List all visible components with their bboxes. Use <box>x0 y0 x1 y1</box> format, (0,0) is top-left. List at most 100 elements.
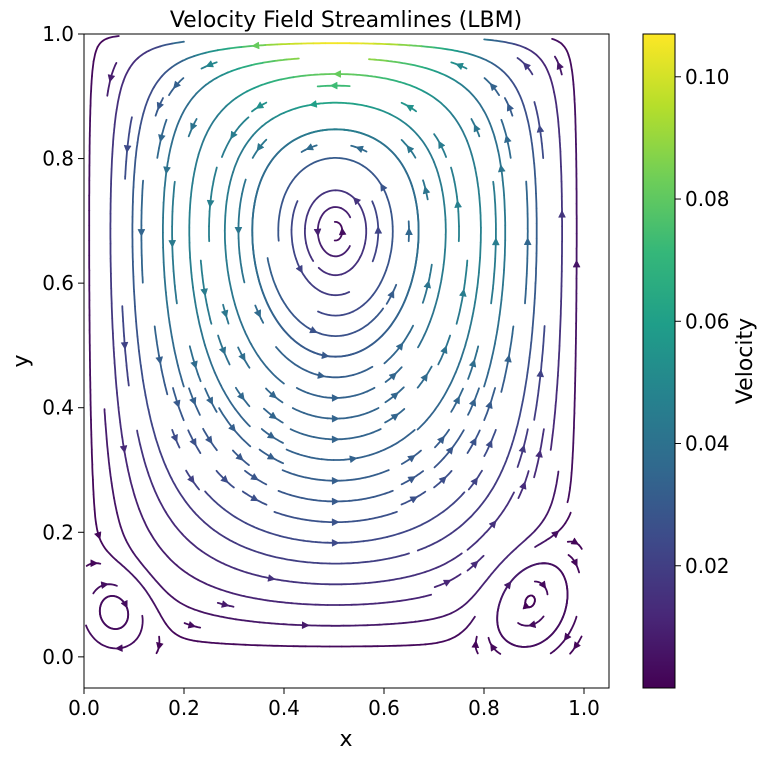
streamline-arrow <box>374 225 383 234</box>
streamline-segment <box>218 407 228 421</box>
streamline-segment <box>266 599 281 603</box>
streamline-segment <box>372 282 382 296</box>
streamline-segment <box>254 261 259 278</box>
streamline-segment <box>412 429 416 433</box>
streamline-segment <box>230 289 236 306</box>
streamline-segment <box>238 317 246 333</box>
streamline-segment <box>434 396 444 411</box>
streamline-arrow <box>438 140 446 150</box>
streamline-segment <box>225 259 230 277</box>
streamline-segment <box>157 582 169 595</box>
streamline-segment <box>372 492 386 498</box>
streamline-segment <box>107 452 111 470</box>
streamline-segment <box>243 439 252 448</box>
streamline-segment <box>556 470 560 480</box>
streamline-segment <box>143 587 153 601</box>
streamline-arrow <box>572 259 581 268</box>
streamline-segment <box>482 109 491 125</box>
streamline-segment <box>189 182 194 199</box>
streamline-segment <box>125 539 134 554</box>
streamline-segment <box>476 530 488 543</box>
streamline-segment <box>138 507 146 523</box>
streamline-segment <box>328 314 343 317</box>
streamline-segment <box>533 282 537 299</box>
streamline-segment <box>132 629 143 643</box>
streamline-segment <box>314 415 329 420</box>
streamline-segment <box>390 622 405 625</box>
streamline-segment <box>386 196 392 213</box>
streamline-segment <box>362 538 377 543</box>
streamline-segment <box>333 128 348 131</box>
streamline-segment <box>285 57 300 61</box>
streamline-arrow <box>317 371 326 379</box>
y-tick-label: 0.6 <box>42 271 74 295</box>
streamline-arrow <box>187 620 197 629</box>
streamline-segment <box>360 343 373 352</box>
streamline-segment <box>428 539 442 547</box>
streamline-segment <box>488 122 496 138</box>
streamline-segment <box>257 551 271 557</box>
streamline-segment <box>251 232 254 249</box>
streamline-segment <box>492 387 496 394</box>
streamline-segment <box>573 98 577 116</box>
streamline-segment <box>270 622 285 626</box>
streamline-segment <box>270 271 277 287</box>
streamline-segment <box>154 110 159 117</box>
streamline-segment <box>315 157 329 163</box>
streamline-segment <box>467 364 474 380</box>
streamline-arrow <box>114 644 123 652</box>
streamline-segment <box>570 615 578 631</box>
streamline-segment <box>190 271 194 289</box>
streamline-segment <box>244 643 259 647</box>
streamline-segment <box>526 118 532 136</box>
streamline-segment <box>138 350 142 367</box>
streamline-arrow <box>250 494 259 502</box>
streamline-segment <box>403 287 411 303</box>
streamline-segment <box>340 207 352 219</box>
streamline-segment <box>121 641 135 649</box>
streamline-segment <box>350 144 356 148</box>
streamline-segment <box>391 438 404 447</box>
streamline-segment <box>298 132 312 139</box>
streamline-segment <box>534 638 548 646</box>
streamline-segment <box>426 408 437 421</box>
streamline-segment <box>509 332 514 350</box>
streamline-segment <box>309 282 321 292</box>
streamline-segment <box>409 63 424 69</box>
streamline-arrow <box>204 435 213 445</box>
streamline-segment <box>140 562 151 575</box>
streamline-arrow <box>438 476 447 485</box>
streamline-segment <box>384 43 399 46</box>
streamline-segment <box>147 86 155 101</box>
streamline-segment <box>320 245 332 257</box>
streamline-arrow <box>503 580 512 590</box>
streamline-segment <box>388 577 403 582</box>
streamline-segment <box>226 67 241 74</box>
streamline-segment <box>297 319 310 329</box>
streamline-segment <box>372 173 383 186</box>
streamline-segment <box>483 371 490 388</box>
streamline-segment <box>364 227 368 245</box>
streamline-segment <box>359 242 366 258</box>
streamline-segment <box>113 362 117 379</box>
streamline-segment <box>285 448 299 455</box>
streamline-segment <box>435 561 449 569</box>
streamline-segment <box>397 61 412 66</box>
streamline-segment <box>456 573 462 578</box>
streamline-segment <box>223 508 236 518</box>
streamline-segment <box>490 62 503 72</box>
streamline-segment <box>277 490 291 496</box>
streamline-segment <box>92 584 104 595</box>
streamline-segment <box>98 602 103 619</box>
streamline-segment <box>352 369 366 376</box>
streamline-segment <box>241 490 255 500</box>
streamline-arrow <box>504 354 512 363</box>
streamline-segment <box>371 246 378 263</box>
streamline-segment <box>281 327 293 339</box>
streamline-segment <box>204 344 211 360</box>
streamline-segment <box>290 337 303 347</box>
streamline-segment <box>91 463 94 481</box>
streamline-segment <box>553 404 557 422</box>
streamline-segment <box>426 148 435 163</box>
streamline-segment <box>348 435 363 440</box>
